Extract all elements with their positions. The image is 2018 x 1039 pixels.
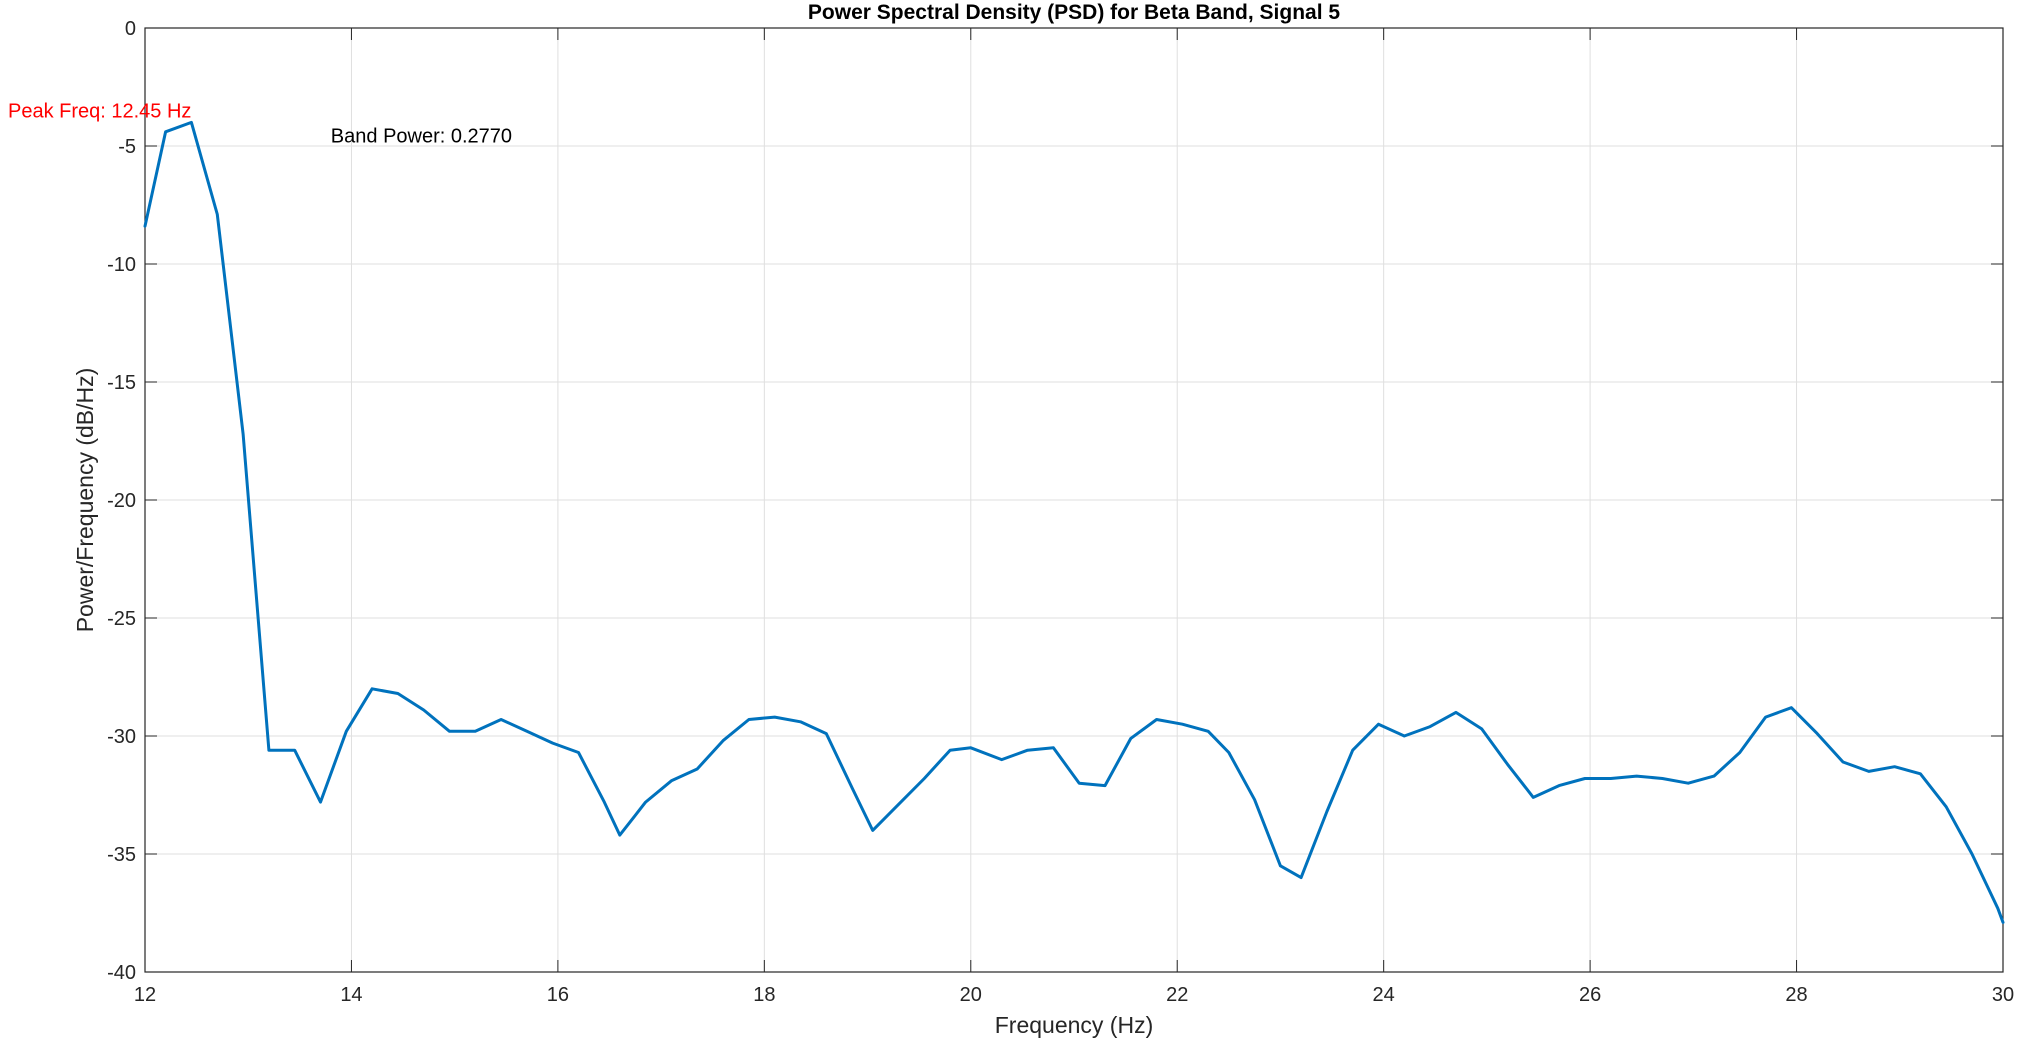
y-tick-label: -25 [107, 608, 136, 630]
y-tick-label: -40 [107, 962, 136, 984]
x-axis-label: Frequency (Hz) [995, 1012, 1153, 1038]
x-tick-label: 18 [753, 984, 775, 1006]
x-tick-label: 30 [1992, 984, 2014, 1006]
x-tick-label: 14 [340, 984, 362, 1006]
y-tick-label: -10 [107, 254, 136, 276]
band-power-annotation: Band Power: 0.2770 [331, 125, 512, 147]
x-tick-label: 28 [1785, 984, 1807, 1006]
x-tick-label: 24 [1373, 984, 1395, 1006]
chart-title: Power Spectral Density (PSD) for Beta Ba… [808, 1, 1340, 24]
y-axis-label: Power/Frequency (dB/Hz) [72, 368, 98, 633]
y-tick-label: -15 [107, 372, 136, 394]
y-tick-label: -20 [107, 490, 136, 512]
x-tick-label: 12 [134, 984, 156, 1006]
x-tick-label: 26 [1579, 984, 1601, 1006]
y-tick-label: 0 [125, 18, 136, 40]
x-tick-label: 22 [1166, 984, 1188, 1006]
x-tick-label: 16 [547, 984, 569, 1006]
axis-ticks: 12 14 16 18 20 22 24 26 28 30 0 -5 -10 -15 -20 -25 -30 -3… [107, 18, 2014, 1006]
y-tick-label: -30 [107, 726, 136, 748]
annotation-layer: Peak Freq: 12.45 Hz Band Power: 0.2770 [8, 100, 512, 147]
grid-lines [145, 28, 2003, 972]
psd-series-line [143, 120, 2005, 924]
y-tick-label: -5 [118, 136, 136, 158]
y-tick-label: -35 [107, 844, 136, 866]
series-layer [143, 120, 2005, 924]
x-tick-label: 20 [960, 984, 982, 1006]
peak-frequency-annotation: Peak Freq: 12.45 Hz [8, 100, 191, 122]
